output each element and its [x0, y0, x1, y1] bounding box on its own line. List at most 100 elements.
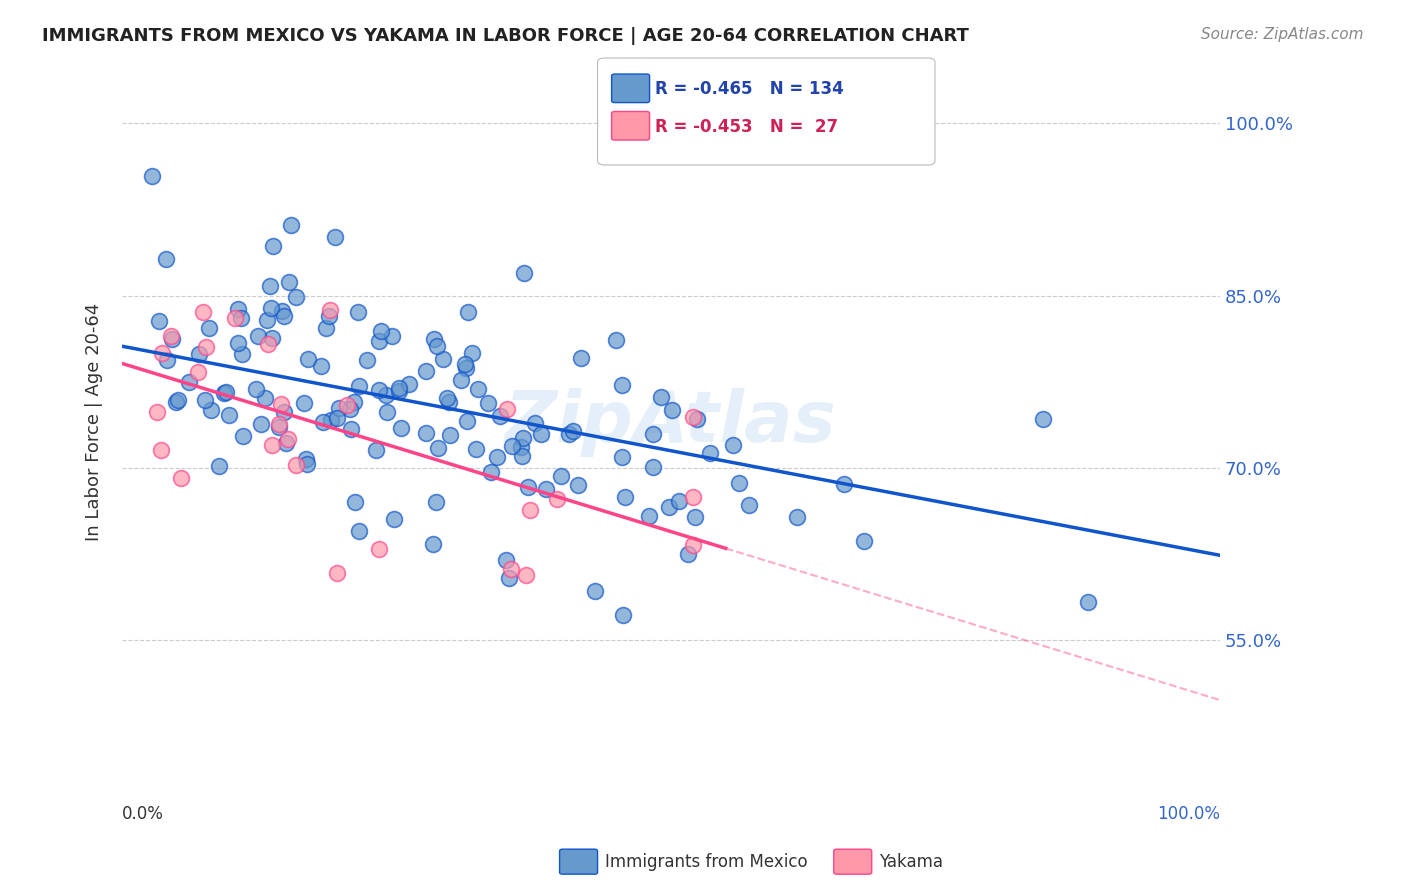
Point [676, 547, 699, 561]
Point [534, 483, 557, 497]
Point [381, 329, 404, 343]
Point [343, 395, 366, 409]
Point [517, 480, 540, 494]
Point [398, 376, 420, 391]
Point [155, 252, 177, 267]
Point [650, 390, 672, 404]
Point [194, 340, 217, 354]
Point [513, 266, 536, 280]
Point [415, 364, 437, 378]
Point [231, 429, 253, 443]
Point [450, 373, 472, 387]
Point [367, 334, 389, 349]
Point [614, 491, 637, 505]
Point [583, 584, 606, 599]
Point [260, 301, 283, 316]
Point [682, 538, 704, 552]
Point [375, 388, 398, 402]
Text: 0.0%: 0.0% [122, 805, 165, 823]
Text: R = -0.453   N =  27: R = -0.453 N = 27 [655, 118, 838, 136]
Point [311, 359, 333, 374]
Point [318, 303, 340, 318]
Point [150, 346, 173, 360]
Point [246, 329, 269, 343]
Point [456, 414, 478, 428]
Point [149, 442, 172, 457]
Point [658, 500, 681, 515]
Point [297, 457, 319, 471]
Point [260, 438, 283, 452]
Point [423, 332, 446, 346]
Point [256, 313, 278, 327]
Point [156, 353, 179, 368]
Point [212, 386, 235, 401]
Point [259, 279, 281, 293]
Point [273, 404, 295, 418]
Point [280, 218, 302, 232]
Point [177, 375, 200, 389]
Point [270, 397, 292, 411]
Text: Source: ZipAtlas.com: Source: ZipAtlas.com [1201, 27, 1364, 42]
Point [257, 337, 280, 351]
Point [683, 509, 706, 524]
Point [558, 427, 581, 442]
Point [550, 468, 572, 483]
Point [638, 508, 661, 523]
Point [465, 442, 488, 457]
Point [260, 330, 283, 344]
Point [495, 553, 517, 567]
Point [312, 415, 335, 429]
Point [267, 417, 290, 432]
Point [277, 275, 299, 289]
Point [250, 417, 273, 432]
Point [165, 395, 187, 409]
Point [245, 382, 267, 396]
Point [226, 335, 249, 350]
Point [515, 568, 537, 582]
Point [567, 478, 589, 492]
Point [159, 329, 181, 343]
Point [187, 365, 209, 379]
Point [643, 426, 665, 441]
Point [479, 466, 502, 480]
Point [295, 451, 318, 466]
Point [253, 391, 276, 405]
Point [499, 562, 522, 576]
Point [336, 398, 359, 412]
Point [267, 420, 290, 434]
Point [546, 492, 568, 507]
Point [682, 410, 704, 425]
Point [187, 346, 209, 360]
Point [641, 460, 664, 475]
Point [273, 309, 295, 323]
Point [699, 446, 721, 460]
Point [229, 311, 252, 326]
Point [738, 498, 761, 512]
Text: ZipAtlas: ZipAtlas [505, 387, 837, 457]
Point [853, 533, 876, 548]
Point [170, 471, 193, 485]
Point [498, 571, 520, 585]
Point [612, 378, 634, 392]
Point [339, 401, 361, 416]
Point [370, 325, 392, 339]
Point [524, 416, 547, 430]
Point [728, 476, 751, 491]
Point [530, 426, 553, 441]
Point [495, 401, 517, 416]
Point [167, 392, 190, 407]
Text: R = -0.465   N = 134: R = -0.465 N = 134 [655, 80, 844, 98]
Point [193, 305, 215, 319]
Point [297, 351, 319, 366]
Point [364, 442, 387, 457]
Point [271, 304, 294, 318]
Text: 100.0%: 100.0% [1157, 805, 1220, 823]
Point [489, 409, 512, 423]
Point [723, 437, 745, 451]
Point [141, 169, 163, 183]
Point [198, 321, 221, 335]
Point [436, 391, 458, 405]
Point [682, 491, 704, 505]
Point [501, 439, 523, 453]
Point [426, 339, 449, 353]
